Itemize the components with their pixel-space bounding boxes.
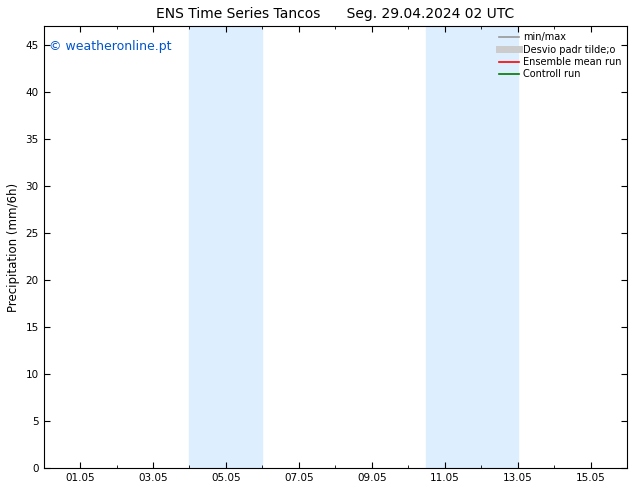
Title: ENS Time Series Tancos      Seg. 29.04.2024 02 UTC: ENS Time Series Tancos Seg. 29.04.2024 0… — [156, 7, 514, 21]
Text: © weatheronline.pt: © weatheronline.pt — [49, 40, 172, 52]
Bar — [190, 26, 262, 468]
Legend: min/max, Desvio padr tilde;o, Ensemble mean run, Controll run: min/max, Desvio padr tilde;o, Ensemble m… — [496, 28, 625, 83]
Y-axis label: Precipitation (mm/6h): Precipitation (mm/6h) — [7, 183, 20, 312]
Bar — [427, 26, 517, 468]
